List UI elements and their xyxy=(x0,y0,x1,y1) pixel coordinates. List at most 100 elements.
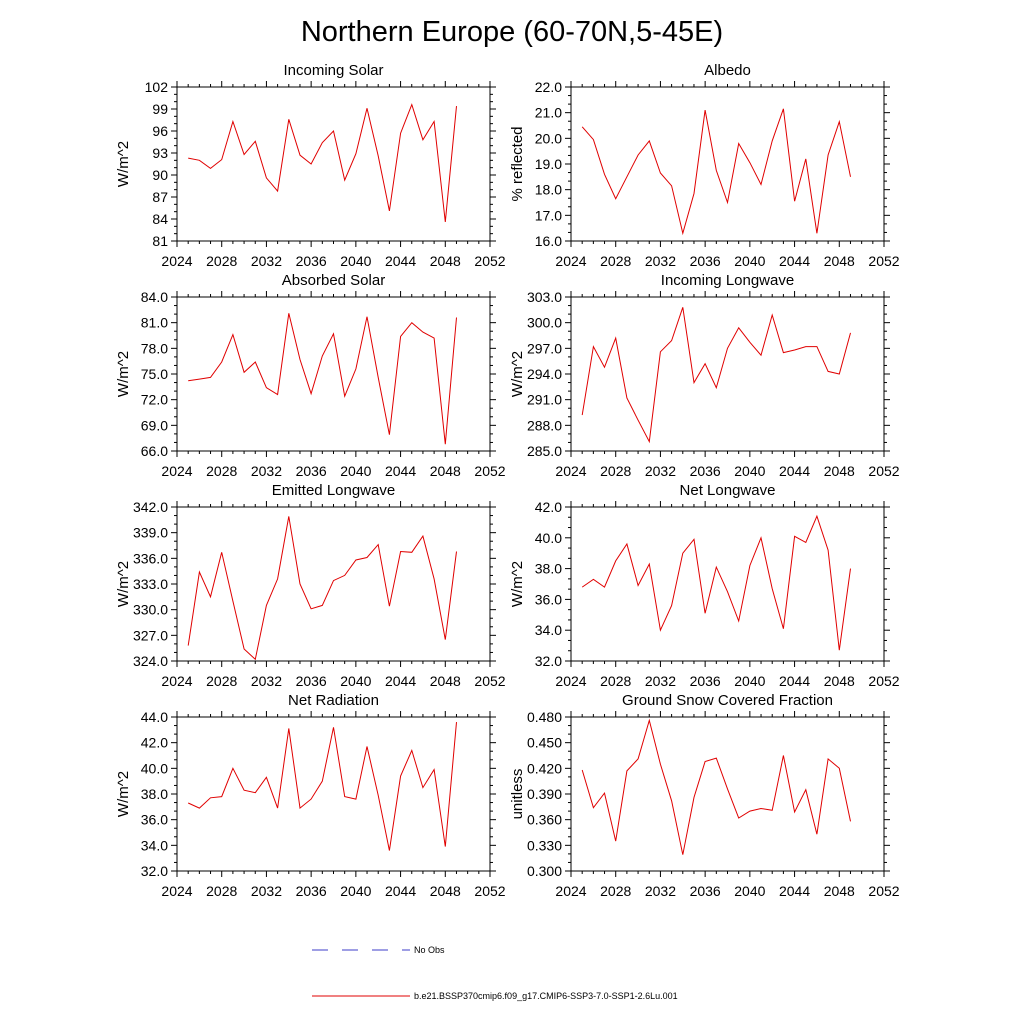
y-tick-label: 102 xyxy=(145,79,169,95)
panel-title: Net Longwave xyxy=(680,482,776,499)
x-tick-label: 2032 xyxy=(645,463,676,479)
x-tick-label: 2040 xyxy=(340,883,371,899)
y-tick-label: 84 xyxy=(152,211,168,227)
x-tick-label: 2044 xyxy=(385,883,416,899)
x-tick-label: 2036 xyxy=(690,883,721,899)
y-tick-label: 34.0 xyxy=(535,622,562,638)
series-line-0 xyxy=(188,313,457,445)
x-tick-label: 2052 xyxy=(868,463,899,479)
x-tick-label: 2028 xyxy=(206,253,237,269)
x-tick-label: 2028 xyxy=(600,883,631,899)
panel-net-radiation: Net Radiation W/m^2 2024 2028 2032 2036 2040 20… xyxy=(115,692,506,899)
x-tick-label: 2048 xyxy=(430,673,461,689)
x-tick-label: 2036 xyxy=(296,253,327,269)
y-tick-label: 342.0 xyxy=(133,499,168,515)
y-axis-label: W/m^2 xyxy=(115,771,132,817)
x-tick-label: 2044 xyxy=(385,673,416,689)
y-tick-label: 17.0 xyxy=(535,207,562,223)
legend-label-model: b.e21.BSSP370cmip6.f09_g17.CMIP6-SSP3-7.… xyxy=(414,991,678,1001)
x-tick-label: 2048 xyxy=(430,253,461,269)
x-tick-label: 2040 xyxy=(340,253,371,269)
y-tick-label: 93 xyxy=(152,145,168,161)
y-tick-label: 42.0 xyxy=(141,735,168,751)
x-tick-label: 2040 xyxy=(734,253,765,269)
panel-incoming-solar: Incoming Solar W/m^2 2024 2028 2032 2036 2040 2… xyxy=(115,62,506,269)
y-tick-label: 38.0 xyxy=(141,786,168,802)
y-tick-label: 339.0 xyxy=(133,525,168,541)
x-tick-label: 2032 xyxy=(645,883,676,899)
y-tick-label: 81.0 xyxy=(141,315,168,331)
y-tick-label: 327.0 xyxy=(133,627,168,643)
y-tick-label: 0.330 xyxy=(527,837,562,853)
x-tick-label: 2036 xyxy=(296,883,327,899)
x-tick-label: 2024 xyxy=(555,673,586,689)
y-tick-label: 69.0 xyxy=(141,417,168,433)
y-axis-label: W/m^2 xyxy=(509,561,526,607)
panel-title: Albedo xyxy=(704,62,751,79)
panel-title: Incoming Longwave xyxy=(661,272,794,289)
panel-grid: Incoming Solar W/m^2 2024 2028 2032 2036 2040 2… xyxy=(115,62,900,899)
x-tick-label: 2040 xyxy=(734,673,765,689)
x-tick-label: 2024 xyxy=(161,463,192,479)
x-tick-label: 2036 xyxy=(690,463,721,479)
x-tick-label: 2040 xyxy=(734,463,765,479)
x-tick-label: 2024 xyxy=(161,673,192,689)
y-tick-label: 16.0 xyxy=(535,233,562,249)
series-line-0 xyxy=(187,516,457,661)
x-tick-label: 2048 xyxy=(430,463,461,479)
x-tick-label: 2036 xyxy=(296,673,327,689)
panel-absorbed-solar: Absorbed Solar W/m^2 2024 2028 2032 2036 2040 2… xyxy=(115,272,506,479)
x-tick-label: 2048 xyxy=(824,463,855,479)
y-tick-label: 84.0 xyxy=(141,289,168,305)
series-line-0 xyxy=(581,718,851,855)
y-tick-label: 21.0 xyxy=(535,105,562,121)
x-tick-label: 2032 xyxy=(645,673,676,689)
x-tick-label: 2032 xyxy=(645,253,676,269)
y-tick-label: 96 xyxy=(152,123,168,139)
legend-label-no-obs: No Obs xyxy=(414,945,445,955)
x-tick-label: 2052 xyxy=(474,673,505,689)
y-tick-label: 40.0 xyxy=(535,530,562,546)
x-tick-label: 2048 xyxy=(430,883,461,899)
x-tick-label: 2024 xyxy=(555,253,586,269)
y-tick-label: 297.0 xyxy=(527,340,562,356)
y-tick-label: 18.0 xyxy=(535,182,562,198)
x-tick-label: 2044 xyxy=(779,883,810,899)
y-tick-label: 99 xyxy=(152,101,168,117)
x-tick-label: 2044 xyxy=(779,673,810,689)
panel-frame xyxy=(570,506,885,662)
panel-title: Emitted Longwave xyxy=(272,482,395,499)
x-tick-label: 2036 xyxy=(690,673,721,689)
x-tick-label: 2052 xyxy=(474,463,505,479)
x-tick-label: 2044 xyxy=(779,463,810,479)
x-tick-label: 2024 xyxy=(161,883,192,899)
y-tick-label: 66.0 xyxy=(141,443,168,459)
x-tick-label: 2048 xyxy=(824,883,855,899)
panel-emitted-longwave: Emitted Longwave W/m^2 2024 2028 2032 2036 204… xyxy=(115,482,506,689)
y-tick-label: 32.0 xyxy=(535,653,562,669)
y-tick-label: 20.0 xyxy=(535,130,562,146)
x-tick-label: 2028 xyxy=(600,253,631,269)
y-axis-label: W/m^2 xyxy=(115,141,132,187)
y-axis-label: % reflected xyxy=(509,126,526,201)
y-tick-label: 0.300 xyxy=(527,863,562,879)
legend: No Obs b.e21.BSSP370cmip6.f09_g17.CMIP6-… xyxy=(312,945,678,1001)
y-tick-label: 288.0 xyxy=(527,417,562,433)
panel-title: Absorbed Solar xyxy=(282,272,385,289)
series-line-0 xyxy=(188,103,457,222)
x-tick-label: 2040 xyxy=(340,463,371,479)
x-tick-label: 2052 xyxy=(474,253,505,269)
y-tick-label: 38.0 xyxy=(535,561,562,577)
x-tick-label: 2036 xyxy=(296,463,327,479)
x-tick-label: 2044 xyxy=(385,253,416,269)
panel-net-longwave: Net Longwave W/m^2 2024 2028 2032 2036 2040 204… xyxy=(509,482,900,689)
y-tick-label: 36.0 xyxy=(535,591,562,607)
panel-ground-snow-covered-fraction: Ground Snow Covered Fraction unitless 2024… xyxy=(509,692,900,899)
x-tick-label: 2044 xyxy=(385,463,416,479)
y-tick-label: 0.480 xyxy=(527,709,562,725)
y-tick-label: 294.0 xyxy=(527,366,562,382)
x-tick-label: 2052 xyxy=(868,253,899,269)
panel-frame xyxy=(176,86,491,242)
y-tick-label: 19.0 xyxy=(535,156,562,172)
